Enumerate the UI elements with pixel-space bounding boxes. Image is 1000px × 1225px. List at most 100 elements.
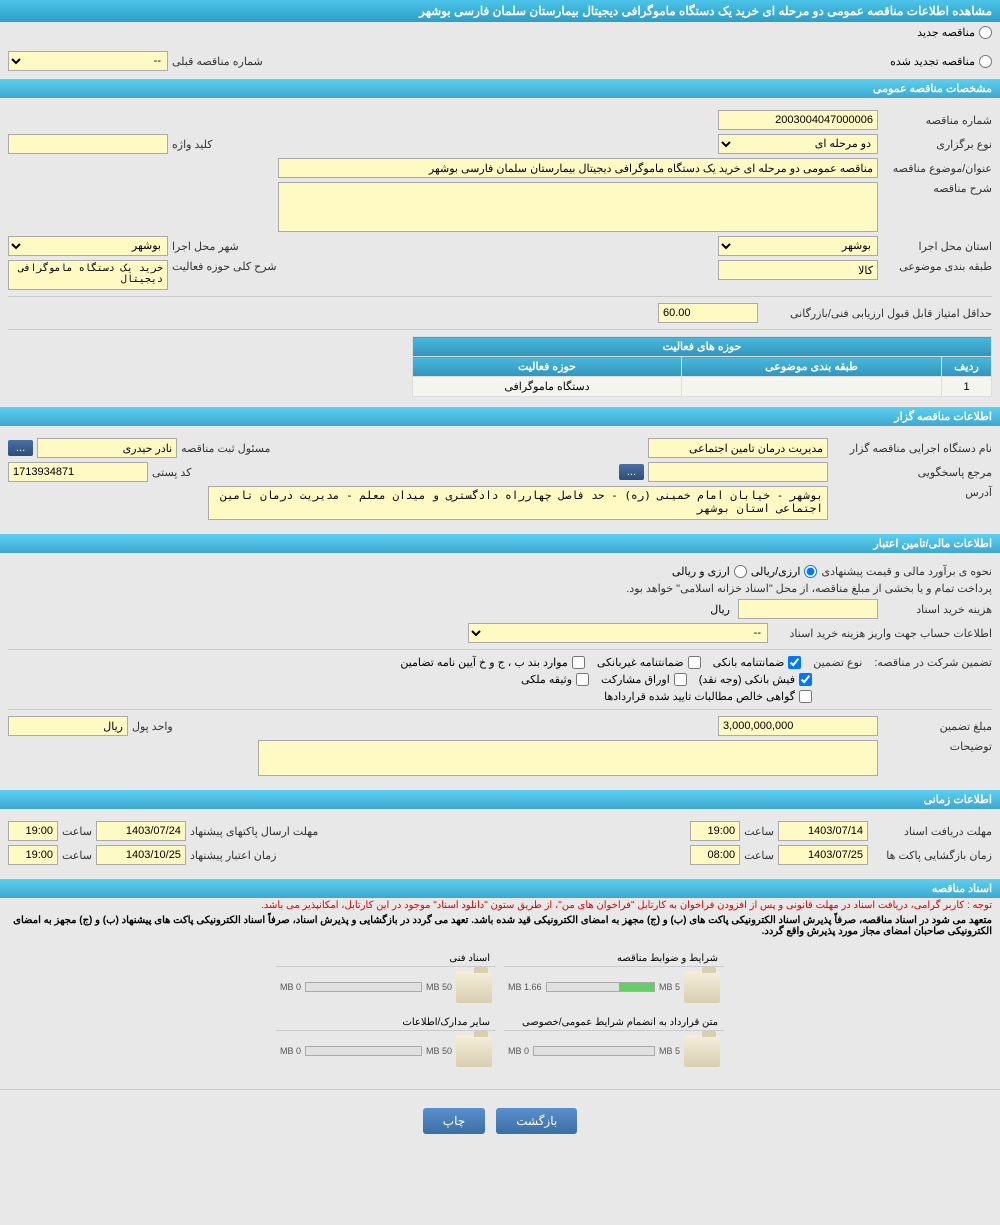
guarantee-label: تضمین شرکت در مناقصه:: [874, 656, 992, 669]
open-date-input[interactable]: [778, 845, 868, 865]
city-label: شهر محل اجرا: [172, 240, 239, 253]
print-button[interactable]: چاپ: [423, 1108, 485, 1134]
chk-nonbank-guarantee[interactable]: ضمانتنامه غیربانکی: [597, 656, 701, 669]
subject-input[interactable]: [278, 158, 878, 178]
keyword-input[interactable]: [8, 134, 168, 154]
section-organizer: اطلاعات مناقصه گزار: [0, 407, 1000, 426]
section-timing: اطلاعات زمانی: [0, 790, 1000, 809]
tender-no-input[interactable]: [718, 110, 878, 130]
folder-icon: [456, 971, 492, 1003]
open-time-input[interactable]: [690, 845, 740, 865]
contact-input[interactable]: [648, 462, 828, 482]
activity-col-field: حوزه فعالیت: [413, 357, 682, 377]
prev-number-label: شماره مناقصه قبلی: [172, 55, 263, 68]
folder-progress: [305, 1046, 422, 1056]
chk-contract-cert[interactable]: گواهی خالص مطالبات تایید شده قراردادها: [604, 690, 812, 703]
folder-title: اسناد فنی: [276, 951, 496, 967]
chk-bank-guarantee[interactable]: ضمانتنامه بانکی: [713, 656, 802, 669]
estimate-label: نحوه ی برآورد مالی و قیمت پیشنهادی: [821, 565, 992, 578]
guarantee-type-label: نوع تضمین: [813, 656, 862, 669]
holding-type-label: نوع برگزاری: [882, 138, 992, 151]
min-score-label: حداقل امتیاز قابل قبول ارزیابی فنی/بازرگ…: [762, 307, 992, 320]
address-label: آدرس: [832, 486, 992, 499]
activity-row1-field: دستگاه ماموگرافی: [413, 377, 682, 397]
postal-input[interactable]: [8, 462, 148, 482]
table-row: 1 دستگاه ماموگرافی: [413, 377, 992, 397]
unit-label: واحد پول: [132, 720, 173, 733]
min-score-input[interactable]: [658, 303, 758, 323]
folders-container: شرایط و ضوابط مناقصه 5 MB 1.66 MB اسناد …: [0, 939, 1000, 1083]
receive-date-input[interactable]: [778, 821, 868, 841]
doc-note-2: متعهد می شود در اسناد مناقصه، صرفاً پذیر…: [0, 913, 1000, 939]
desc-textarea[interactable]: [278, 182, 878, 232]
chk-bonds[interactable]: اوراق مشارکت: [601, 673, 687, 686]
section-general: مشخصات مناقصه عمومی: [0, 79, 1000, 98]
province-label: استان محل اجرا: [882, 240, 992, 253]
city-select[interactable]: بوشهر: [8, 236, 168, 256]
activity-desc-label: شرح کلی حوزه فعالیت: [172, 260, 277, 273]
folder-used: 1.66 MB: [508, 982, 542, 992]
radio-renewed-tender[interactable]: مناقصه تجدید شده: [890, 55, 992, 68]
send-date-input[interactable]: [96, 821, 186, 841]
postal-label: کد پستی: [152, 466, 191, 479]
chk-property[interactable]: وثیقه ملکی: [521, 673, 589, 686]
contact-pick-button[interactable]: ...: [619, 464, 644, 480]
open-label: زمان بازگشایی پاکت ها: [872, 849, 992, 862]
chk-regulation-items[interactable]: موارد بند ب ، ج و خ آیین نامه تضامین: [400, 656, 584, 669]
folder-item[interactable]: سایر مدارک/اطلاعات 50 MB 0 MB: [276, 1015, 496, 1071]
folder-total: 5 MB: [659, 982, 680, 992]
activity-row1-cat: [682, 377, 942, 397]
radio-currency-rial[interactable]: ارزی/ریالی: [751, 565, 818, 578]
page-title: مشاهده اطلاعات مناقصه عمومی دو مرحله ای …: [0, 0, 1000, 22]
folder-item[interactable]: شرایط و ضوابط مناقصه 5 MB 1.66 MB: [504, 951, 724, 1007]
desc-label: شرح مناقصه: [882, 182, 992, 195]
validity-label: زمان اعتبار پیشنهاد: [190, 849, 277, 862]
folder-progress: [305, 982, 422, 992]
tender-no-label: شماره مناقصه: [882, 114, 992, 127]
holding-type-select[interactable]: دو مرحله ای: [718, 134, 878, 154]
validity-time-input[interactable]: [8, 845, 58, 865]
activity-col-category: طبقه بندی موضوعی: [682, 357, 942, 377]
radio-currency-both[interactable]: ارزی و ریالی: [672, 565, 747, 578]
contact-label: مرجع پاسخگویی: [832, 466, 992, 479]
folder-used: 0 MB: [508, 1046, 529, 1056]
folder-item[interactable]: متن قرارداد به انضمام شرایط عمومی/خصوصی …: [504, 1015, 724, 1071]
responsible-label: مسئول ثبت مناقصه: [181, 442, 270, 455]
validity-time-label: ساعت: [62, 849, 92, 862]
folder-item[interactable]: اسناد فنی 50 MB 0 MB: [276, 951, 496, 1007]
back-button[interactable]: بازگشت: [496, 1108, 577, 1134]
activity-col-row: ردیف: [942, 357, 992, 377]
radio-new-label: مناقصه جدید: [917, 26, 975, 39]
folder-used: 0 MB: [280, 1046, 301, 1056]
folder-total: 5 MB: [659, 1046, 680, 1056]
activity-desc-textarea[interactable]: خرید یک دستگاه ماموگرافی دیجیتال: [8, 260, 168, 290]
folder-title: متن قرارداد به انضمام شرایط عمومی/خصوصی: [504, 1015, 724, 1031]
responsible-input[interactable]: [37, 438, 177, 458]
radio-new-tender[interactable]: مناقصه جدید: [917, 26, 992, 39]
purchase-cost-input[interactable]: [738, 599, 878, 619]
folder-total: 50 MB: [426, 982, 452, 992]
folder-icon: [684, 1035, 720, 1067]
chk-cash[interactable]: فیش بانکی (وجه نقد): [699, 673, 812, 686]
send-time-input[interactable]: [8, 821, 58, 841]
category-input[interactable]: [718, 260, 878, 280]
radio-renewed-label: مناقصه تجدید شده: [890, 55, 975, 68]
doc-note-1: توجه : کاربر گرامی، دریافت اسناد در مهلت…: [0, 898, 1000, 913]
section-documents: اسناد مناقصه: [0, 879, 1000, 898]
prev-number-select[interactable]: --: [8, 51, 168, 71]
folder-progress: [533, 1046, 655, 1056]
province-select[interactable]: بوشهر: [718, 236, 878, 256]
address-textarea[interactable]: بوشهر - خیابان امام خمینی (ره) - حد فاصل…: [208, 486, 828, 520]
responsible-pick-button[interactable]: ...: [8, 440, 33, 456]
payment-note: پرداخت تمام و یا بخشی از مبلغ مناقصه، از…: [626, 582, 992, 595]
receive-time-input[interactable]: [690, 821, 740, 841]
keyword-label: کلید واژه: [172, 138, 212, 151]
notes-textarea[interactable]: [258, 740, 878, 776]
validity-date-input[interactable]: [96, 845, 186, 865]
org-name-input[interactable]: [648, 438, 828, 458]
unit-input[interactable]: [8, 716, 128, 736]
amount-input[interactable]: [718, 716, 878, 736]
account-info-select[interactable]: --: [468, 623, 768, 643]
section-finance: اطلاعات مالی/تامین اعتبار: [0, 534, 1000, 553]
subject-label: عنوان/موضوع مناقصه: [882, 162, 992, 175]
